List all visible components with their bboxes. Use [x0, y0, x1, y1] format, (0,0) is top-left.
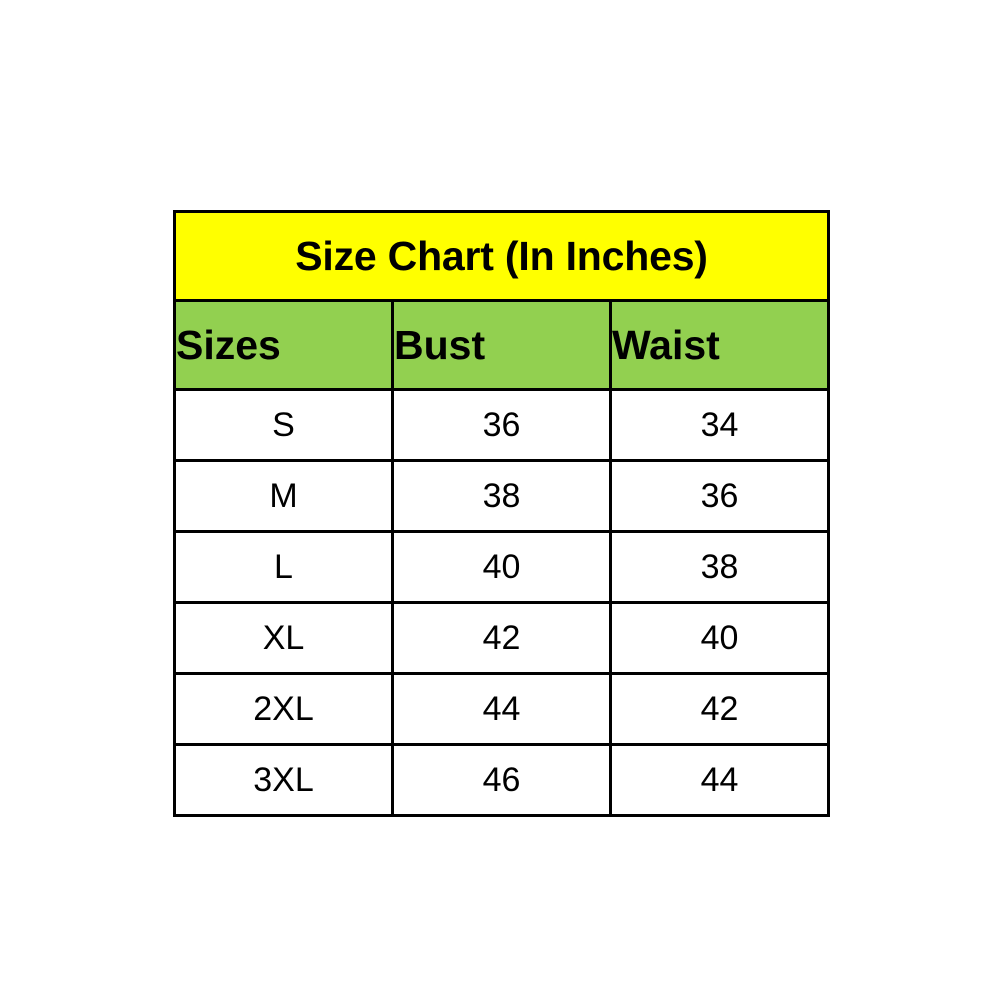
cell-size: S [173, 388, 394, 462]
cell-waist: 38 [608, 530, 831, 604]
cell-size: M [173, 459, 394, 533]
cell-size: XL [173, 601, 394, 675]
cell-bust: 46 [391, 743, 612, 817]
cell-waist: 42 [608, 672, 831, 746]
cell-size: 3XL [173, 743, 394, 817]
table-row: 3XL 46 44 [173, 743, 831, 817]
cell-bust: 44 [391, 672, 612, 746]
column-header-sizes: Sizes [173, 299, 394, 391]
cell-waist: 44 [608, 743, 831, 817]
column-header-bust: Bust [391, 299, 612, 391]
cell-waist: 40 [608, 601, 831, 675]
size-chart-table: Size Chart (In Inches) Sizes Bust Waist … [172, 210, 831, 817]
title-row: Size Chart (In Inches) [172, 210, 831, 302]
cell-size: 2XL [173, 672, 394, 746]
table-row: 2XL 44 42 [173, 672, 831, 746]
chart-title: Size Chart (In Inches) [172, 210, 831, 302]
cell-bust: 40 [391, 530, 612, 604]
cell-waist: 34 [608, 388, 831, 462]
table-row: XL 42 40 [173, 601, 831, 675]
column-header-waist: Waist [608, 299, 831, 391]
table-body: S 36 34 M 38 36 L 40 38 XL 42 40 2XL 44 [173, 388, 831, 817]
table-row: M 38 36 [173, 459, 831, 533]
column-header-row: Sizes Bust Waist [173, 299, 831, 391]
table-row: L 40 38 [173, 530, 831, 604]
table-row: S 36 34 [173, 388, 831, 462]
cell-bust: 36 [391, 388, 612, 462]
cell-bust: 42 [391, 601, 612, 675]
table-head: Size Chart (In Inches) Sizes Bust Waist [172, 210, 831, 391]
cell-size: L [173, 530, 394, 604]
cell-bust: 38 [391, 459, 612, 533]
cell-waist: 36 [608, 459, 831, 533]
